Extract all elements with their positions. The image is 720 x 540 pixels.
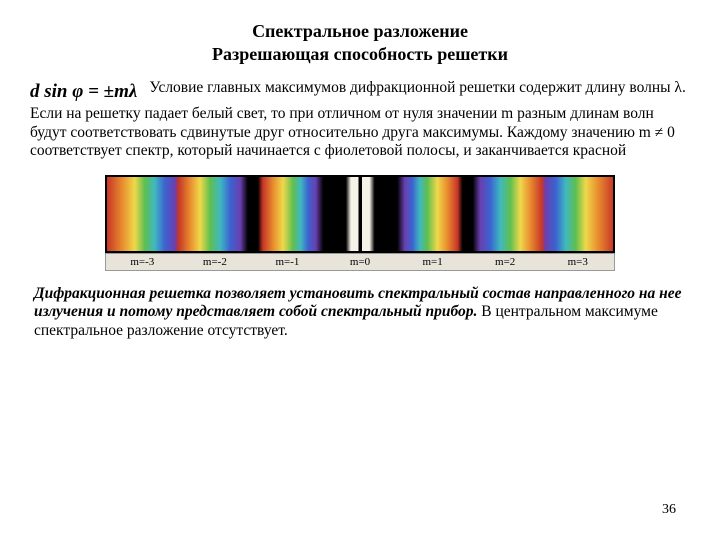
order-label: m=1 <box>396 254 469 270</box>
order-label: m=3 <box>541 254 614 270</box>
order-label: m=-2 <box>179 254 252 270</box>
order-label: m=0 <box>324 254 397 270</box>
grating-formula: d sin φ = ±mλ <box>30 79 137 103</box>
order-label: m=-3 <box>106 254 179 270</box>
conclusion-paragraph: Дифракционная решетка позволяет установи… <box>30 285 690 341</box>
title-line-2: Разрешающая способность решетки <box>212 44 508 64</box>
order-label: m=-1 <box>251 254 324 270</box>
spectrum-strips <box>105 175 615 253</box>
order-label: m=2 <box>469 254 542 270</box>
page-title: Спектральное разложение Разрешающая спос… <box>30 20 690 65</box>
title-line-1: Спектральное разложение <box>252 21 468 41</box>
page-number: 36 <box>662 502 676 518</box>
body-paragraph: Если на решетку падает белый свет, то пр… <box>30 105 690 161</box>
lead-sentence: Условие главных максимумов дифракционной… <box>149 79 686 98</box>
formula-and-lead: d sin φ = ±mλ Условие главных максимумов… <box>30 79 690 103</box>
spectrum-left-half <box>107 177 359 251</box>
spectrum-figure: m=-3 m=-2 m=-1 m=0 m=1 m=2 m=3 <box>105 175 615 271</box>
spectrum-right-half <box>362 177 614 251</box>
spectrum-order-labels: m=-3 m=-2 m=-1 m=0 m=1 m=2 m=3 <box>105 253 615 271</box>
